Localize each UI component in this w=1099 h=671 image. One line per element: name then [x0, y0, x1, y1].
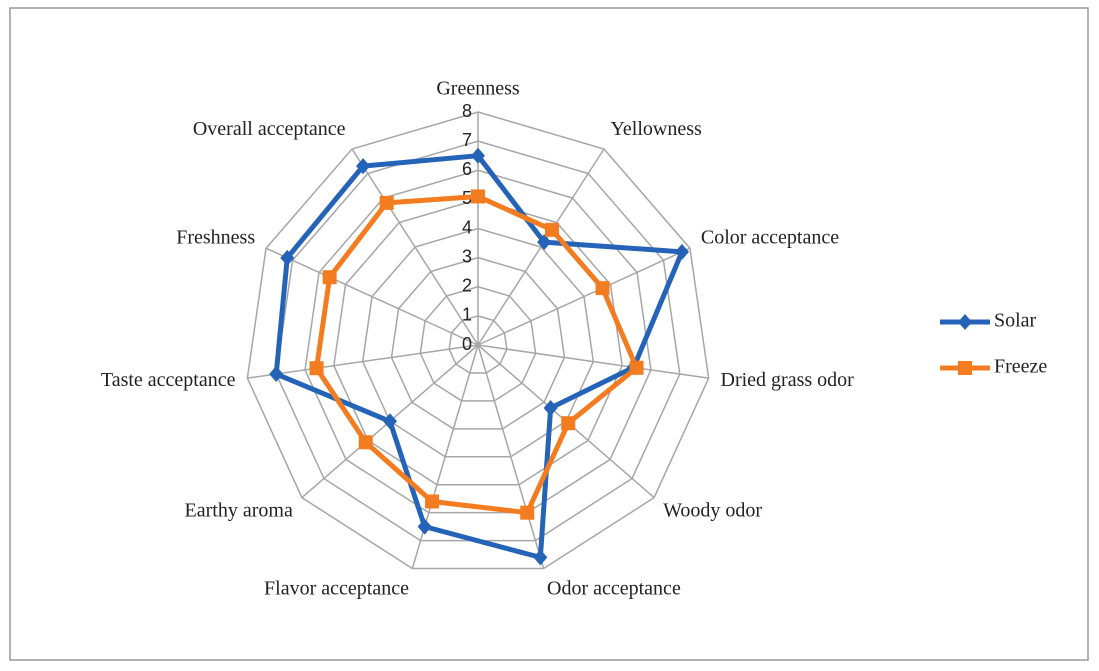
category-label: Earthy aroma	[185, 500, 293, 522]
r-tick-label: 2	[462, 276, 472, 296]
grid-ring	[390, 256, 566, 430]
r-tick-label: 1	[462, 305, 472, 325]
marker	[520, 505, 535, 520]
marker	[545, 222, 560, 237]
category-label: Overall acceptance	[193, 118, 346, 140]
legend-label: Solar	[994, 310, 1037, 332]
marker	[629, 360, 644, 375]
r-tick-label: 4	[462, 217, 472, 237]
r-tick-label: 6	[462, 159, 472, 179]
spoke	[477, 344, 709, 379]
marker	[674, 243, 689, 260]
spoke	[477, 344, 545, 569]
legend-label: Freeze	[994, 356, 1047, 378]
spoke	[351, 148, 479, 346]
r-tick-label: 8	[462, 101, 472, 121]
marker	[417, 518, 432, 535]
marker	[561, 416, 576, 431]
category-label: Odor acceptance	[547, 577, 681, 599]
marker	[537, 234, 552, 251]
spoke	[477, 148, 605, 346]
marker	[379, 195, 394, 210]
grid-ring	[333, 198, 623, 486]
r-tick-label: 3	[462, 246, 472, 266]
chart-border	[9, 7, 1089, 661]
series-line	[314, 193, 640, 516]
marker	[471, 189, 485, 204]
marker	[471, 147, 485, 164]
marker	[280, 249, 295, 266]
category-label: Flavor acceptance	[264, 577, 409, 599]
spoke	[265, 247, 479, 346]
marker	[595, 281, 610, 296]
category-label: Freshness	[176, 227, 255, 249]
category-label: Taste acceptance	[101, 369, 236, 391]
marker	[322, 270, 337, 285]
spoke	[247, 344, 479, 379]
marker	[425, 494, 440, 509]
category-label: Greenness	[436, 78, 520, 100]
marker	[533, 549, 548, 566]
category-label: Yellowness	[610, 118, 702, 140]
legend-marker	[958, 314, 972, 330]
marker	[269, 366, 284, 383]
series-line	[273, 153, 685, 560]
category-label: Woody odor	[663, 500, 762, 522]
category-label: Dried grass odor	[721, 369, 855, 391]
grid-ring	[361, 227, 595, 458]
r-tick-label: 7	[462, 130, 472, 150]
legend-marker	[958, 361, 972, 375]
category-label: Color acceptance	[701, 227, 839, 249]
marker	[358, 435, 373, 450]
grid-ring	[448, 315, 508, 374]
marker	[356, 158, 371, 175]
r-tick-label: 0	[462, 334, 472, 354]
grid-ring	[246, 111, 710, 570]
marker	[543, 399, 558, 416]
grid-ring	[304, 169, 652, 514]
grid-ring	[419, 285, 537, 402]
spoke	[477, 247, 691, 346]
marker	[382, 413, 397, 430]
marker	[309, 361, 324, 376]
